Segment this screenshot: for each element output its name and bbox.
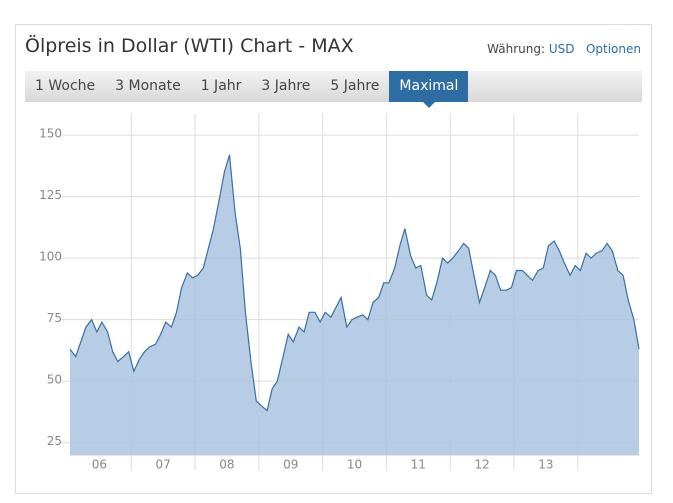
currency-link[interactable]: USD (548, 42, 575, 56)
x-tick-label: 12 (474, 458, 489, 472)
options-link[interactable]: Optionen (585, 42, 641, 56)
x-tick-label: 09 (283, 458, 298, 472)
y-tick-label: 100 (39, 250, 62, 264)
y-tick-label: 125 (39, 188, 62, 202)
tab-bar: 1 Woche 3 Monate 1 Jahr 3 Jahre 5 Jahre Maxim… (25, 71, 642, 108)
x-tick-label: 06 (92, 458, 107, 472)
y-tick-label: 150 (39, 127, 62, 141)
widget-title: Ölpreis in Dollar (WTI) Chart - MAX (25, 35, 354, 57)
x-tick-label: 08 (219, 458, 234, 472)
y-tick-label: 75 (47, 311, 62, 325)
tab[interactable]: 3 Monate (115, 78, 181, 94)
tab[interactable]: Maximal (389, 71, 469, 108)
line (69, 154, 640, 412)
area (70, 154, 639, 456)
y-tick-label: 50 (47, 373, 62, 387)
header-controls: Währung: USD Optionen (487, 42, 641, 56)
y-tick-label: 25 (47, 434, 62, 448)
tab[interactable]: 5 Jahre (330, 78, 380, 94)
tab[interactable]: 3 Jahre (261, 78, 311, 94)
x-tick-label: 10 (347, 458, 362, 472)
x-tick-label: 11 (411, 458, 426, 472)
x-tick-label: 07 (155, 458, 170, 472)
tab[interactable]: 1 Jahr (200, 78, 242, 94)
x-tick-label: 13 (538, 458, 553, 472)
tab[interactable]: 1 Woche (35, 78, 96, 94)
currency-label: Währung: (487, 42, 546, 56)
